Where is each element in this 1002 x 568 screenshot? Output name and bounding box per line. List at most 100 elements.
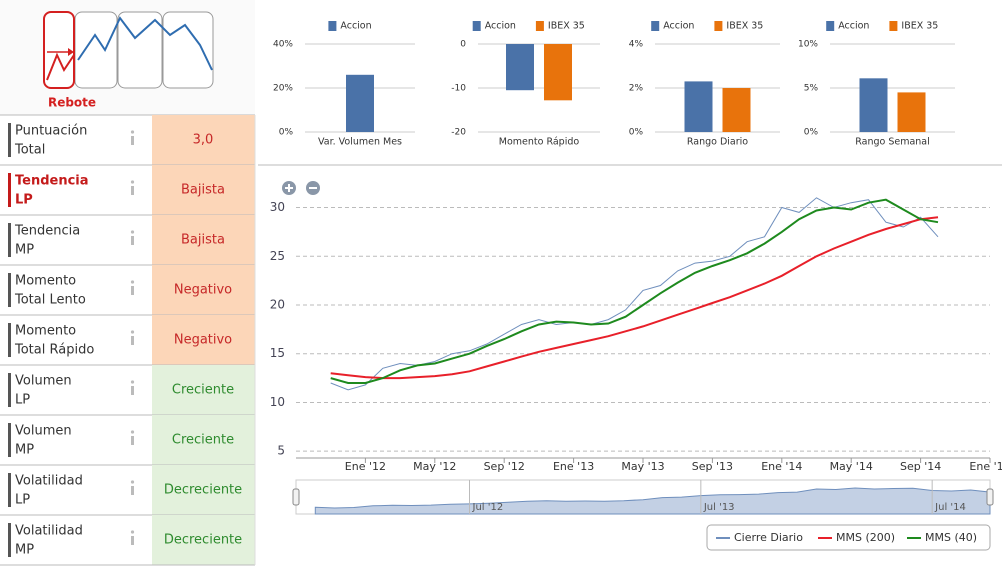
indicator-label: Puntuación xyxy=(15,124,87,139)
line-series xyxy=(330,216,939,380)
signal-icon xyxy=(43,11,214,89)
indicator-label: LP xyxy=(15,193,33,208)
x-tick-label: Ene '14 xyxy=(761,460,802,473)
info-icon[interactable] xyxy=(130,230,135,245)
y-tick-label: 5% xyxy=(804,84,819,94)
bar xyxy=(506,44,534,91)
indicator-label: LP xyxy=(15,493,30,508)
indicator-label: Tendencia xyxy=(14,224,80,239)
x-tick-label: Ene '15 xyxy=(969,460,1002,473)
x-tick-label: Ene '13 xyxy=(553,460,594,473)
indicator-label: Volatilidad xyxy=(15,524,83,539)
legend-swatch xyxy=(889,21,898,31)
zoom-in[interactable] xyxy=(282,181,296,195)
y-tick-label: 20 xyxy=(270,297,285,311)
legend-label: Accion xyxy=(485,21,516,32)
row-marker xyxy=(8,523,11,557)
row-marker xyxy=(8,173,11,207)
y-tick-label: 0% xyxy=(804,128,819,138)
x-tick-label: Sep '12 xyxy=(484,460,525,473)
navigator-tick-label: Jul '12 xyxy=(472,502,504,513)
value-cell xyxy=(152,165,255,215)
indicator-value: Decreciente xyxy=(164,533,242,548)
indicator-value: Creciente xyxy=(172,433,234,448)
legend-label[interactable]: MMS (200) xyxy=(836,531,895,544)
y-tick-label: 2% xyxy=(629,84,644,94)
legend-swatch xyxy=(826,21,835,31)
indicator-value: 3,0 xyxy=(193,133,214,148)
indicator-value: Negativo xyxy=(174,333,232,348)
y-tick-label: 30 xyxy=(270,200,285,214)
legend-box xyxy=(706,524,991,551)
value-cell xyxy=(152,315,255,365)
y-tick-label: 10% xyxy=(798,40,818,50)
row-marker xyxy=(8,373,11,407)
y-tick-label: 40% xyxy=(273,40,293,50)
legend-swatch xyxy=(651,21,660,31)
value-cell xyxy=(152,215,255,265)
x-tick-label: Sep '14 xyxy=(900,460,941,473)
indicator-label: Total Rápido xyxy=(14,343,94,358)
legend-label: Accion xyxy=(340,21,371,32)
navigator-tick-label: Jul '14 xyxy=(934,502,966,513)
navigator-area xyxy=(314,487,991,515)
line-series xyxy=(330,198,939,384)
info-icon[interactable] xyxy=(130,430,135,445)
indicator-value: Bajista xyxy=(181,183,225,198)
legend-swatch xyxy=(472,21,481,31)
y-tick-label: 20% xyxy=(273,84,293,94)
bar xyxy=(544,44,572,101)
navigator-handle[interactable] xyxy=(292,488,300,506)
value-cell xyxy=(152,265,255,315)
x-tick-label: Var. Volumen Mes xyxy=(318,137,402,148)
indicator-label: Momento xyxy=(15,274,76,289)
info-icon[interactable] xyxy=(130,530,135,545)
bar xyxy=(859,78,888,132)
indicator-label: MP xyxy=(15,443,34,458)
value-cell xyxy=(152,515,255,565)
indicator-value: Decreciente xyxy=(164,483,242,498)
x-tick-label: Ene '12 xyxy=(345,460,386,473)
indicator-label: MP xyxy=(15,243,34,258)
y-tick-label: 5 xyxy=(277,444,285,458)
info-icon[interactable] xyxy=(130,380,135,395)
indicator-value: Creciente xyxy=(172,383,234,398)
indicator-label: Volumen xyxy=(15,374,72,389)
info-icon[interactable] xyxy=(130,480,135,495)
row-marker xyxy=(8,123,11,157)
row-marker xyxy=(8,223,11,257)
info-icon[interactable] xyxy=(130,330,135,345)
legend-swatch xyxy=(714,21,723,31)
x-tick-label: May '12 xyxy=(413,460,456,473)
y-tick-label: 0% xyxy=(629,128,644,138)
y-tick-label: 10 xyxy=(270,395,285,409)
row-marker xyxy=(8,273,11,307)
legend-label: IBEX 35 xyxy=(901,21,938,32)
value-cell xyxy=(152,365,255,415)
row-marker xyxy=(8,473,11,507)
zoom-out[interactable] xyxy=(306,181,320,195)
bar xyxy=(346,74,374,132)
navigator-handle[interactable] xyxy=(986,488,994,506)
info-icon[interactable] xyxy=(130,130,135,145)
x-tick-label: May '13 xyxy=(621,460,664,473)
y-tick-label: -20 xyxy=(451,128,466,138)
legend-label[interactable]: MMS (40) xyxy=(925,531,977,544)
indicator-label: Momento xyxy=(15,324,76,339)
bar xyxy=(897,92,926,132)
x-tick-label: Momento Rápido xyxy=(499,137,580,148)
indicator-label: Total Lento xyxy=(14,293,86,308)
indicator-label: Volatilidad xyxy=(15,474,83,489)
info-icon[interactable] xyxy=(130,280,135,295)
legend-label: IBEX 35 xyxy=(726,21,763,32)
legend-label[interactable]: Cierre Diario xyxy=(734,531,803,544)
signal-label: Rebote xyxy=(48,96,96,110)
row-marker xyxy=(8,423,11,457)
indicator-label: Volumen xyxy=(15,424,72,439)
value-cell xyxy=(152,465,255,515)
indicator-value: Bajista xyxy=(181,233,225,248)
y-tick-label: -10 xyxy=(451,84,466,94)
y-tick-label: 4% xyxy=(629,40,644,50)
info-icon[interactable] xyxy=(130,180,135,195)
